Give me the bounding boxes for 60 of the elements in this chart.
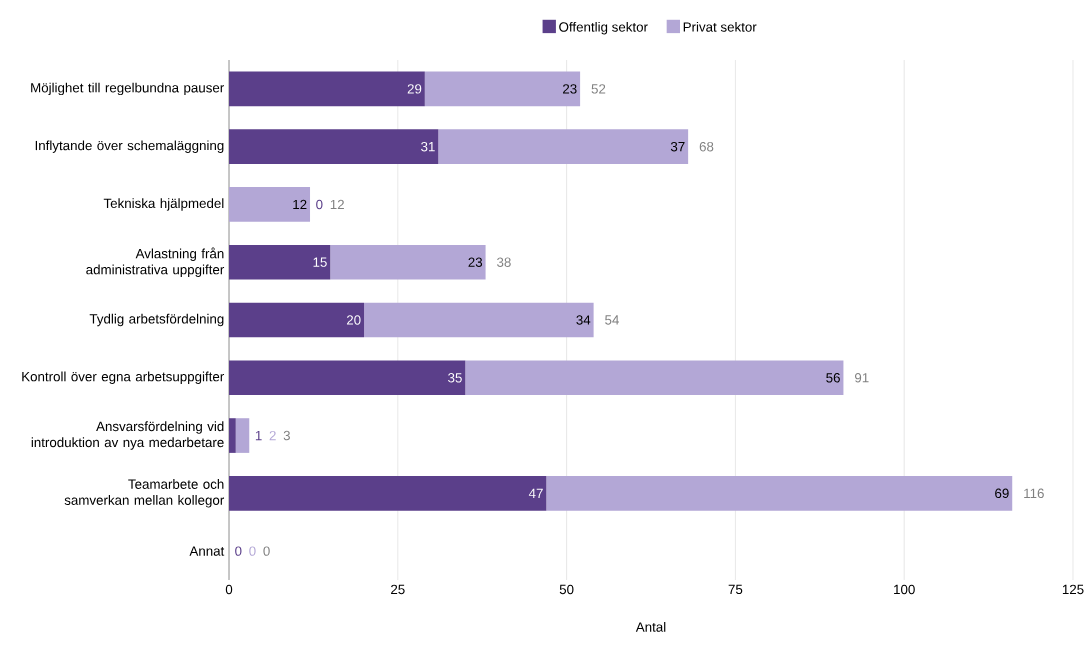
y-tick-label: Inflytande över schemaläggning bbox=[35, 140, 224, 153]
y-tick-label: Ansvarsfördelning vid introduktion av nya medarbetare bbox=[31, 421, 224, 450]
bar bbox=[438, 129, 689, 165]
data-label: 31 bbox=[421, 141, 435, 152]
data-label: 1 bbox=[255, 430, 262, 441]
data-label: 23 bbox=[468, 257, 483, 267]
data-label: 15 bbox=[313, 257, 327, 267]
bar bbox=[235, 418, 250, 453]
total-label: 12 bbox=[330, 199, 344, 210]
bar bbox=[229, 71, 425, 107]
data-label: 20 bbox=[346, 315, 361, 325]
x-tick-label: 125 bbox=[1062, 584, 1084, 595]
bar bbox=[424, 71, 581, 107]
y-tick-label: Annat bbox=[189, 546, 225, 556]
y-tick-label: Avlastning från administrativa uppgifter bbox=[86, 247, 225, 277]
x-tick-label: 50 bbox=[559, 584, 574, 595]
x-tick-label: 100 bbox=[894, 584, 915, 595]
bar bbox=[229, 302, 365, 338]
bar bbox=[330, 244, 486, 280]
bar bbox=[364, 302, 594, 338]
legend-label: Privat sektor bbox=[683, 21, 757, 32]
total-label: 68 bbox=[699, 141, 714, 152]
data-label: 35 bbox=[448, 373, 462, 383]
bar bbox=[229, 129, 439, 165]
total-label: 3 bbox=[283, 430, 290, 441]
y-tick-label: Kontroll över egna arbetsuppgifter bbox=[22, 371, 225, 384]
data-label: 34 bbox=[576, 315, 591, 325]
data-label: 12 bbox=[293, 199, 307, 210]
legend-label: Offentlig sektor bbox=[559, 21, 648, 35]
bar bbox=[229, 187, 311, 222]
x-tick-label: 75 bbox=[728, 584, 743, 594]
data-label: 29 bbox=[407, 84, 422, 94]
data-label: 47 bbox=[528, 488, 543, 498]
bar bbox=[465, 360, 844, 396]
total-label: 91 bbox=[854, 373, 869, 383]
total-label: 0 bbox=[263, 546, 270, 556]
total-label: 116 bbox=[1024, 488, 1044, 499]
data-label: 56 bbox=[826, 373, 840, 383]
total-label: 52 bbox=[591, 84, 606, 94]
bar bbox=[229, 476, 547, 511]
data-label: 23 bbox=[563, 84, 577, 94]
data-label: 37 bbox=[670, 141, 685, 152]
total-label: 38 bbox=[497, 257, 511, 267]
data-label: 0 bbox=[316, 199, 323, 210]
y-tick-label: Möjlighet till regelbundna pauser bbox=[31, 82, 225, 96]
data-label: 2 bbox=[269, 430, 276, 441]
total-label: 54 bbox=[605, 315, 619, 325]
x-axis-title: Antal bbox=[635, 621, 666, 632]
y-tick-label: Tekniska hjälpmedel bbox=[103, 198, 224, 211]
bar bbox=[546, 476, 1013, 511]
bar bbox=[229, 418, 236, 453]
data-label: 0 bbox=[235, 546, 242, 556]
data-label: 0 bbox=[249, 546, 256, 556]
data-label: 69 bbox=[995, 488, 1009, 499]
x-tick-label: 0 bbox=[225, 584, 233, 595]
bar bbox=[229, 360, 466, 396]
x-tick-label: 25 bbox=[391, 584, 405, 595]
y-tick-label: Teamarbete och samverkan mellan kollegor bbox=[64, 479, 225, 508]
y-tick-label: Tydlig arbetsfördelning bbox=[89, 313, 224, 327]
bar bbox=[229, 244, 331, 280]
